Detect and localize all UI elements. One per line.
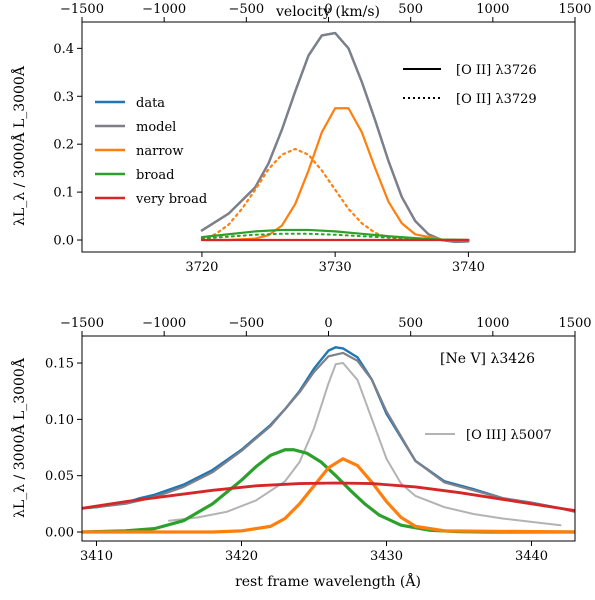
y-tick-label: 0.1 [53,186,74,201]
y-tick-label: 0.10 [45,413,74,428]
ne-v-annotation: [Ne V] λ3426 [440,351,535,367]
panel-top-series [200,31,470,244]
series-line [168,362,562,527]
panel-bottom-frame [81,335,576,542]
top-tick-label: 1500 [558,2,591,17]
panel-top-ticks: 3720 3730 3740 0.0 0.1 0.2 0.3 0.4 −1500 −1000 −50… [53,2,591,275]
series-line [82,351,575,513]
x-tick-label: 3440 [515,549,548,564]
line-style-dotted-label: [O II] λ3729 [456,92,537,107]
top-tick-label: 500 [398,316,423,331]
legend-narrow-label: narrow [136,144,184,159]
series-line [200,31,470,244]
x-tick-label: 3430 [370,549,403,564]
top-tick-label: −1500 [60,2,104,17]
series-line [200,147,470,242]
y-tick-label: 0.2 [53,138,74,153]
legend-data-label: data [136,96,165,111]
top-tick-label: −1000 [142,2,186,17]
y-tick-label: 0.4 [53,42,74,57]
panel-top-ylabel: λL_λ / 3000Å L_3000Å [10,65,28,226]
series-line [82,457,575,534]
panel-bottom-series [82,346,575,534]
y-tick-label: 0.00 [45,525,74,540]
series-line [82,481,575,512]
x-tick-label: 3730 [319,260,352,275]
legend-model-label: model [136,120,176,135]
top-tick-label: 500 [398,2,423,17]
panel-top-frame [81,21,576,253]
series-line [200,31,470,244]
x-tick-label: 3410 [80,549,113,564]
x-tick-label: 3740 [452,260,485,275]
top-tick-label: −500 [228,316,264,331]
y-tick-label: 0.15 [45,357,74,372]
top-tick-label: 0 [324,2,332,17]
top-tick-label: 0 [324,316,332,331]
legend-very-broad-label: very broad [135,192,207,207]
panel-bottom-xlabel: rest frame wavelength (Å) [235,572,421,590]
top-axis-label: velocity (km/s) [275,4,380,20]
top-tick-label: −500 [228,2,264,17]
panel-bottom-ylabel: λL_λ / 3000Å L_3000Å [10,357,28,518]
series-line [82,448,575,534]
top-tick-label: −1500 [60,316,104,331]
y-tick-label: 0.0 [53,234,74,249]
x-tick-label: 3420 [225,549,258,564]
y-tick-label: 0.3 [53,90,74,105]
panel-bottom-ticks: 3410 3420 3430 3440 0.00 0.05 0.10 0.15 −1500 −10… [45,316,592,564]
series-line [200,107,470,242]
legend-o-iii-label: [O III] λ5007 [466,428,552,443]
line-style-solid-label: [O II] λ3726 [456,63,537,78]
top-tick-label: 1000 [476,2,509,17]
top-tick-label: 1000 [476,316,509,331]
panel-bottom: 3410 3420 3430 3440 0.00 0.05 0.10 0.15 −1500 −10… [10,316,592,590]
panel-top: 3720 3730 3740 0.0 0.1 0.2 0.3 0.4 −1500 −1000 −50… [10,2,592,275]
top-tick-label: −1000 [142,316,186,331]
x-tick-label: 3720 [185,260,218,275]
y-tick-label: 0.05 [45,469,74,484]
legend-broad-label: broad [136,168,174,183]
top-tick-label: 1500 [558,316,591,331]
